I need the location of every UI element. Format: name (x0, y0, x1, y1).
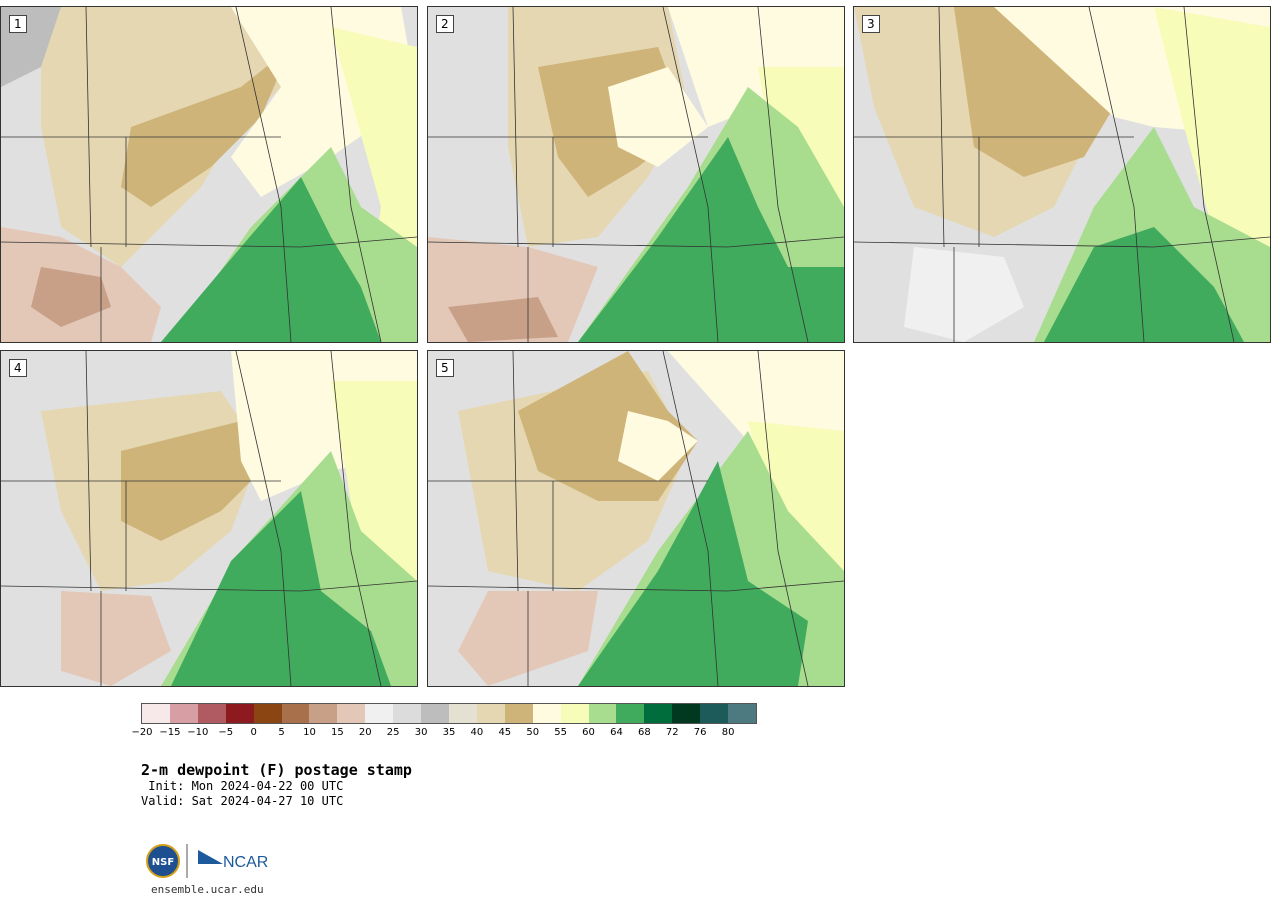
colorbar-swatch (337, 704, 366, 723)
colorbar-swatch (253, 704, 282, 723)
dewpoint-map-5 (428, 351, 844, 686)
colorbar-swatch (672, 704, 701, 723)
colorbar (141, 703, 757, 724)
ncar-logo-icon (198, 850, 223, 864)
colorbar-swatch (169, 704, 198, 723)
colorbar-tick-label: 68 (637, 727, 651, 738)
colorbar-swatch (728, 704, 756, 723)
nsf-ncar-logo: NSF NCAR (146, 844, 268, 878)
member-panel-3[interactable]: 3 (853, 6, 1271, 343)
ncar-logo-text: NCAR (223, 854, 268, 871)
dewpoint-map-4 (1, 351, 417, 686)
colorbar-swatch (225, 704, 254, 723)
colorbar-swatch (421, 704, 449, 723)
colorbar-tick-label: 80 (721, 727, 735, 738)
colorbar-tick-label: 15 (330, 727, 344, 738)
colorbar-swatch (365, 704, 394, 723)
colorbar-swatch (532, 704, 561, 723)
colorbar-tick-label: 50 (526, 727, 540, 738)
colorbar-swatch (616, 704, 645, 723)
colorbar-swatch (560, 704, 589, 723)
colorbar-swatch (504, 704, 533, 723)
colorbar-swatch (448, 704, 477, 723)
colorbar-tick-label: 40 (470, 727, 484, 738)
colorbar-swatch (700, 704, 729, 723)
colorbar-tick-label: −5 (218, 727, 234, 738)
colorbar-ticks: −20 −15 −10 −5 0 5 10 15 20 25 30 35 40 45 50 55 60 64 68 7… (131, 727, 757, 741)
nsf-logo-text: NSF (152, 857, 174, 868)
colorbar-tick-label: 10 (303, 727, 316, 738)
panel-label: 4 (9, 359, 27, 377)
colorbar-swatch (644, 704, 673, 723)
member-panel-2[interactable]: 2 (427, 6, 845, 343)
dewpoint-map-2 (428, 7, 844, 342)
colorbar-tick-label: −10 (187, 727, 209, 738)
colorbar-tick-label: 45 (498, 727, 512, 738)
panel-label: 2 (436, 15, 454, 33)
colorbar-tick-label: 76 (693, 727, 707, 738)
colorbar-tick-label: 0 (250, 727, 257, 738)
colorbar-tick-label: 5 (278, 727, 285, 738)
colorbar-tick-label: 64 (610, 727, 623, 738)
colorbar-tick-label: 60 (582, 727, 595, 738)
dewpoint-map-3 (854, 7, 1270, 342)
panel-label: 3 (862, 15, 880, 33)
colorbar-tick-label: −20 (131, 727, 153, 738)
colorbar-swatch (142, 704, 170, 723)
site-url: ensemble.ucar.edu (151, 883, 264, 896)
dewpoint-map-1 (1, 7, 417, 342)
colorbar-swatch (309, 704, 338, 723)
colorbar-swatch (197, 704, 226, 723)
colorbar-tick-label: 55 (554, 727, 567, 738)
colorbar-swatch (281, 704, 310, 723)
colorbar-tick-label: 35 (442, 727, 456, 738)
logos: NSF NCAR (145, 842, 275, 882)
colorbar-tick-label: 30 (414, 727, 428, 738)
colorbar-swatch (588, 704, 617, 723)
member-panel-1[interactable]: 1 (0, 6, 418, 343)
colorbar-tick-label: 25 (386, 727, 400, 738)
colorbar-swatch (393, 704, 422, 723)
member-panel-5[interactable]: 5 (427, 350, 845, 687)
valid-time: Valid: Sat 2024-04-27 10 UTC (141, 794, 344, 808)
colorbar-tick-label: 72 (665, 727, 679, 738)
chart-title: 2-m dewpoint (F) postage stamp (141, 761, 412, 779)
colorbar-tick-label: −15 (159, 727, 181, 738)
nsf-globe-icon (146, 844, 180, 878)
member-panel-4[interactable]: 4 (0, 350, 418, 687)
init-time: Init: Mon 2024-04-22 00 UTC (141, 779, 344, 793)
colorbar-swatch (476, 704, 505, 723)
colorbar-tick-label: 20 (358, 727, 372, 738)
panel-label: 1 (9, 15, 27, 33)
panel-label: 5 (436, 359, 454, 377)
